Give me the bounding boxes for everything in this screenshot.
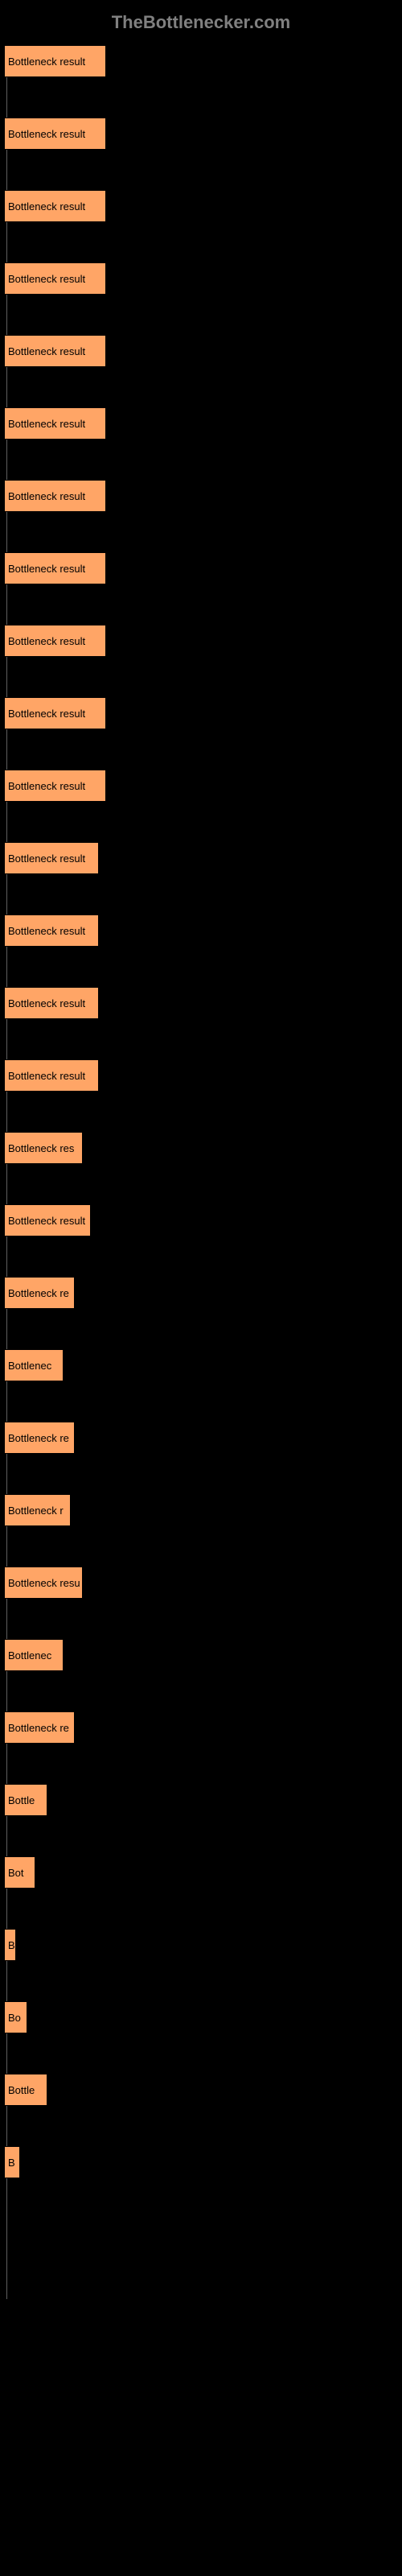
bar: B bbox=[4, 2146, 20, 2178]
bar: Bottleneck result bbox=[4, 625, 106, 657]
bar: Bottleneck result bbox=[4, 407, 106, 440]
bar-label: Bottleneck result bbox=[8, 418, 85, 430]
bar: Bottleneck resu bbox=[4, 1567, 83, 1599]
bar-label: Bottlenec bbox=[8, 1649, 51, 1662]
bar: Bot bbox=[4, 1856, 35, 1889]
bar-label: Bottleneck re bbox=[8, 1722, 69, 1734]
bar-row: Bottleneck re bbox=[4, 1277, 75, 1309]
bar: Bottleneck result bbox=[4, 45, 106, 77]
bar-row: Bot bbox=[4, 1856, 35, 1889]
bar-label: Bottleneck result bbox=[8, 635, 85, 647]
bar: Bottleneck result bbox=[4, 335, 106, 367]
bar-row: Bottle bbox=[4, 1784, 47, 1816]
bar: Bottlenec bbox=[4, 1349, 64, 1381]
bar-row: Bottleneck result bbox=[4, 625, 106, 657]
bar: Bottle bbox=[4, 1784, 47, 1816]
bar-label: Bottleneck result bbox=[8, 997, 85, 1009]
bar-label: Bo bbox=[8, 2012, 21, 2024]
bar-label: Bottleneck result bbox=[8, 345, 85, 357]
bar-row: Bottleneck result bbox=[4, 842, 99, 874]
bar-label: Bottleneck result bbox=[8, 56, 85, 68]
bar-row: Bottleneck result bbox=[4, 987, 99, 1019]
y-axis-line bbox=[6, 45, 7, 2299]
bar: Bottleneck re bbox=[4, 1422, 75, 1454]
bar-chart: Bottleneck result Bottleneck result Bottle… bbox=[4, 45, 398, 2299]
bar-row: Bottleneck result bbox=[4, 1204, 91, 1236]
bar: Bottleneck r bbox=[4, 1494, 71, 1526]
bar-row: Bottleneck result bbox=[4, 262, 106, 295]
bar: Bottleneck result bbox=[4, 552, 106, 584]
bar-label: Bottleneck result bbox=[8, 852, 85, 865]
bar-row: Bottleneck res bbox=[4, 1132, 83, 1164]
bar-row: Bottleneck result bbox=[4, 1059, 99, 1092]
bar-row: Bo bbox=[4, 2001, 27, 2033]
bar: Bottleneck result bbox=[4, 118, 106, 150]
bar-row: Bottleneck result bbox=[4, 914, 99, 947]
bar-label: Bottleneck result bbox=[8, 780, 85, 792]
bar-label: Bottleneck result bbox=[8, 1070, 85, 1082]
bar-label: Bottleneck result bbox=[8, 563, 85, 575]
bar-row: Bottle bbox=[4, 2074, 47, 2106]
bar-label: Bottleneck result bbox=[8, 1215, 85, 1227]
bar: Bottleneck result bbox=[4, 1059, 99, 1092]
bar-label: B bbox=[8, 2157, 15, 2169]
bar-row: Bottleneck result bbox=[4, 190, 106, 222]
bar: Bottleneck result bbox=[4, 1204, 91, 1236]
bar-label: Bottleneck result bbox=[8, 273, 85, 285]
bar-row: Bottleneck r bbox=[4, 1494, 71, 1526]
site-title: TheBottlenecker.com bbox=[112, 12, 291, 32]
bar-row: Bottleneck result bbox=[4, 697, 106, 729]
bar-row: B bbox=[4, 2146, 20, 2178]
bar-label: Bottleneck result bbox=[8, 200, 85, 213]
bar: Bottleneck result bbox=[4, 842, 99, 874]
bar-row: Bottleneck result bbox=[4, 407, 106, 440]
bar-label: Bottleneck result bbox=[8, 925, 85, 937]
bar-label: Bottleneck result bbox=[8, 708, 85, 720]
bar-label: Bottleneck re bbox=[8, 1287, 69, 1299]
bar-label: Bottleneck result bbox=[8, 128, 85, 140]
bar: Bottleneck result bbox=[4, 190, 106, 222]
bar: Bottleneck result bbox=[4, 697, 106, 729]
bar-row: Bottleneck result bbox=[4, 480, 106, 512]
bar: Bottleneck result bbox=[4, 987, 99, 1019]
bar: Bottleneck re bbox=[4, 1277, 75, 1309]
bar-label: Bottleneck r bbox=[8, 1505, 64, 1517]
bar: Bottle bbox=[4, 2074, 47, 2106]
bar-row: Bottleneck result bbox=[4, 335, 106, 367]
bar-label: B bbox=[8, 1939, 15, 1951]
header: TheBottlenecker.com bbox=[4, 8, 398, 45]
bar-label: Bottleneck res bbox=[8, 1142, 74, 1154]
bar-row: Bottlenec bbox=[4, 1349, 64, 1381]
bar-label: Bot bbox=[8, 1867, 24, 1879]
bar: Bottleneck res bbox=[4, 1132, 83, 1164]
bar-row: Bottleneck re bbox=[4, 1711, 75, 1744]
bar: Bottleneck re bbox=[4, 1711, 75, 1744]
bar-row: Bottleneck result bbox=[4, 45, 106, 77]
bar: Bottleneck result bbox=[4, 480, 106, 512]
bar: Bottleneck result bbox=[4, 262, 106, 295]
bar-row: Bottleneck result bbox=[4, 118, 106, 150]
bar-label: Bottleneck re bbox=[8, 1432, 69, 1444]
bar-label: Bottle bbox=[8, 2084, 35, 2096]
bar-row: Bottleneck result bbox=[4, 770, 106, 802]
bar: Bo bbox=[4, 2001, 27, 2033]
bar-row: Bottleneck re bbox=[4, 1422, 75, 1454]
bar-row: Bottlenec bbox=[4, 1639, 64, 1671]
bar: Bottleneck result bbox=[4, 914, 99, 947]
bar: Bottlenec bbox=[4, 1639, 64, 1671]
bar: Bottleneck result bbox=[4, 770, 106, 802]
bar-label: Bottleneck resu bbox=[8, 1577, 80, 1589]
bar-label: Bottle bbox=[8, 1794, 35, 1806]
bar-row: B bbox=[4, 1929, 16, 1961]
bar-row: Bottleneck result bbox=[4, 552, 106, 584]
bar-label: Bottleneck result bbox=[8, 490, 85, 502]
bar-label: Bottlenec bbox=[8, 1360, 51, 1372]
bar: B bbox=[4, 1929, 16, 1961]
bar-row: Bottleneck resu bbox=[4, 1567, 83, 1599]
